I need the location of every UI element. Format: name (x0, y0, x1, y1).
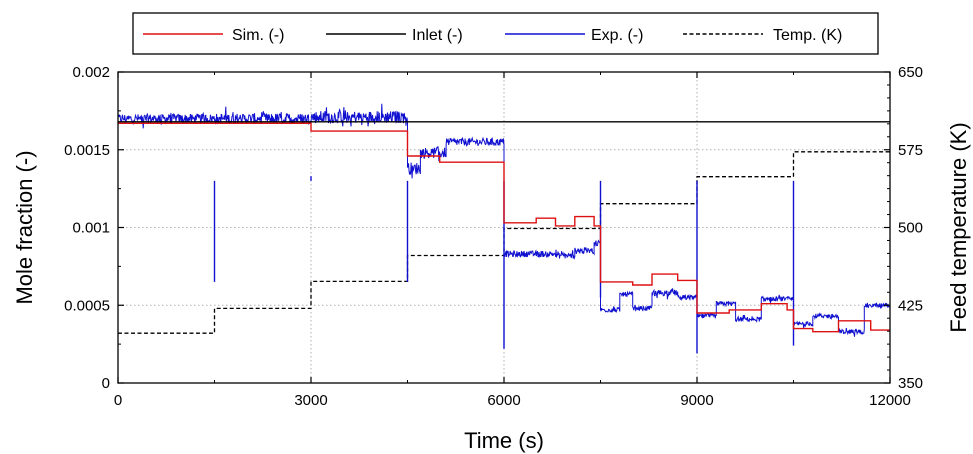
series-exp-line (117, 103, 891, 337)
x-axis-title: Time (s) (464, 428, 544, 453)
legend: Sim. (-) Inlet (-) Exp. (-) Temp. (K) (132, 12, 879, 55)
y-axis-title: Mole fraction (-) (12, 150, 37, 304)
legend-label: Exp. (-) (591, 27, 643, 44)
series-sim-line (118, 122, 890, 333)
legend-label: Inlet (-) (412, 27, 463, 44)
y2-tick-label: 500 (898, 220, 923, 237)
series-layer (117, 103, 891, 354)
y2-tick-label: 425 (898, 297, 923, 314)
grid-lines (118, 72, 890, 383)
legend-label: Sim. (-) (232, 27, 284, 44)
x-tick-label: 0 (114, 392, 122, 409)
y2-tick-label: 650 (898, 64, 923, 81)
legend-label: Temp. (K) (773, 27, 842, 44)
axis-ticks: 0 3000 6000 9000 12000 0 0.0005 0.001 0.0015 0.00… (64, 64, 923, 409)
y-tick-label: 0.0005 (64, 297, 110, 314)
y-tick-label: 0.002 (72, 64, 110, 81)
y-tick-label: 0.001 (72, 220, 110, 237)
x-tick-label: 3000 (294, 392, 327, 409)
x-tick-label: 6000 (487, 392, 520, 409)
y-tick-label: 0.0015 (64, 142, 110, 159)
y2-tick-label: 350 (898, 375, 923, 392)
x-tick-label: 12000 (869, 392, 911, 409)
y-tick-label: 0 (102, 375, 110, 392)
x-tick-label: 9000 (680, 392, 713, 409)
y2-tick-label: 575 (898, 142, 923, 159)
y2-axis-title: Feed temperature (K) (946, 122, 971, 332)
